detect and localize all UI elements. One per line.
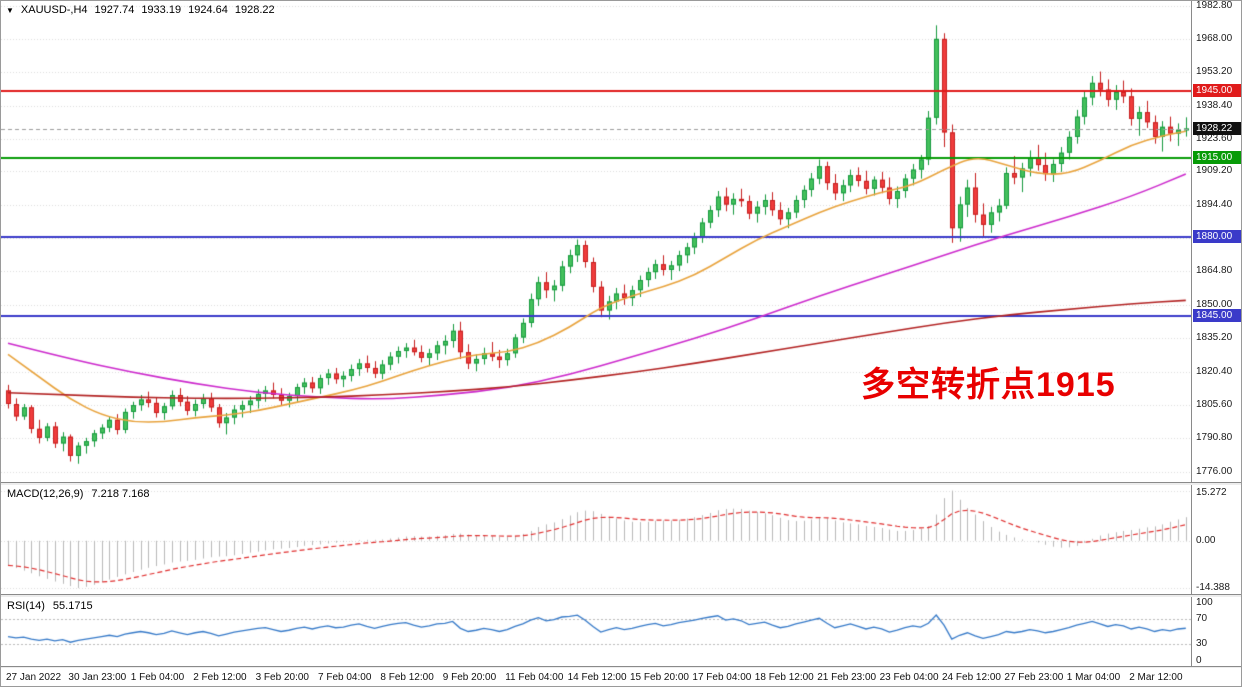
price-level-badge: 1845.00 <box>1193 309 1241 323</box>
price-tick-label: 1953.20 <box>1196 66 1233 78</box>
price-level-badge: 1880.00 <box>1193 230 1241 244</box>
price-tick-label: 1820.40 <box>1196 365 1233 377</box>
time-tick-label: 18 Feb 12:00 <box>754 672 814 683</box>
price-tick-label: 1909.20 <box>1196 165 1233 177</box>
price-level-badge: 1928.22 <box>1193 121 1241 135</box>
time-tick-label: 23 Feb 04:00 <box>879 672 939 683</box>
ohlc-close: 1928.22 <box>234 4 275 16</box>
time-tick-label: 2 Mar 12:00 <box>1129 672 1183 683</box>
time-tick-label: 24 Feb 12:00 <box>942 672 1001 683</box>
time-axis-separator <box>1 666 1241 668</box>
rsi-canvas[interactable] <box>1 597 1191 666</box>
time-tick-label: 9 Feb 20:00 <box>442 672 497 683</box>
macd-label: MACD(12,26,9) 7.218 7.168 <box>7 488 150 500</box>
pane-separator-rsi[interactable] <box>1 594 1241 597</box>
macd-canvas[interactable] <box>1 485 1191 594</box>
price-tick-label: 1776.00 <box>1196 465 1233 477</box>
time-tick-label: 27 Jan 2022 <box>6 672 62 683</box>
rsi-axis-label: 30 <box>1196 638 1208 650</box>
price-tick-label: 1835.20 <box>1196 332 1233 344</box>
price-tick-label: 1923.60 <box>1196 132 1233 144</box>
price-tick-label: 1938.40 <box>1196 99 1233 111</box>
ohlc-high: 1933.19 <box>141 4 182 16</box>
price-tick-label: 1850.00 <box>1196 298 1233 310</box>
time-tick-label: 1 Feb 04:00 <box>130 672 185 683</box>
price-level-badge: 1945.00 <box>1193 83 1241 97</box>
time-axis[interactable]: 27 Jan 2022 30 Jan 23:00 1 Feb 04:00 2 Feb … <box>1 668 1241 686</box>
rsi-indicator-value: 55.1715 <box>52 600 93 612</box>
chart-header: ▼ XAUUSD-,H4 1927.74 1933.19 1924.64 192… <box>6 4 275 16</box>
time-tick-label: 15 Feb 20:00 <box>630 672 689 683</box>
chart-marker-icon: ▼ <box>6 5 14 15</box>
price-tick-label: 1894.40 <box>1196 198 1233 210</box>
time-tick-label: 27 Feb 23:00 <box>1004 672 1064 683</box>
macd-axis-label: -14.388 <box>1196 582 1230 594</box>
price-tick-label: 1982.80 <box>1196 0 1233 11</box>
rsi-indicator-name: RSI(14) <box>7 600 45 612</box>
macd-axis-label: 15.272 <box>1196 487 1227 498</box>
time-tick-label: 3 Feb 20:00 <box>255 672 309 683</box>
pane-separator-macd[interactable] <box>1 482 1241 485</box>
ohlc-low: 1924.64 <box>188 4 228 16</box>
time-tick-label: 1 Mar 04:00 <box>1066 672 1121 683</box>
price-tick-label: 1968.00 <box>1196 32 1233 44</box>
rsi-axis-label: 0 <box>1196 655 1202 666</box>
symbol-period-label: XAUUSD-,H4 <box>20 4 88 16</box>
rsi-label: RSI(14) 55.1715 <box>7 600 93 612</box>
macd-indicator-name: MACD(12,26,9) <box>7 488 84 500</box>
price-tick-label: 1805.60 <box>1196 398 1233 410</box>
time-tick-label: 21 Feb 23:00 <box>817 672 877 683</box>
time-tick-label: 17 Feb 04:00 <box>692 672 752 683</box>
price-chart-canvas[interactable] <box>1 1 1191 482</box>
price-tick-label: 1864.80 <box>1196 265 1233 277</box>
time-tick-label: 14 Feb 12:00 <box>567 672 627 683</box>
price-tick-label: 1790.80 <box>1196 432 1233 444</box>
macd-axis-label: 0.00 <box>1196 534 1216 546</box>
time-tick-label: 8 Feb 12:00 <box>380 672 434 683</box>
chart-annotation-text[interactable]: 多空转折点1915 <box>861 366 1116 404</box>
rsi-axis-label: 100 <box>1196 597 1213 608</box>
rsi-axis-label: 70 <box>1196 612 1208 624</box>
time-tick-label: 11 Feb 04:00 <box>505 672 564 683</box>
time-tick-label: 7 Feb 04:00 <box>318 672 372 683</box>
macd-indicator-values: 7.218 7.168 <box>91 488 150 500</box>
price-axis[interactable]: 1982.80 1968.00 1953.20 1938.40 1923.60 1909.… <box>1191 0 1241 668</box>
ohlc-open: 1927.74 <box>94 4 135 16</box>
price-level-badge: 1915.00 <box>1193 151 1241 165</box>
time-tick-label: 30 Jan 23:00 <box>68 672 127 683</box>
time-tick-label: 2 Feb 12:00 <box>193 672 247 683</box>
